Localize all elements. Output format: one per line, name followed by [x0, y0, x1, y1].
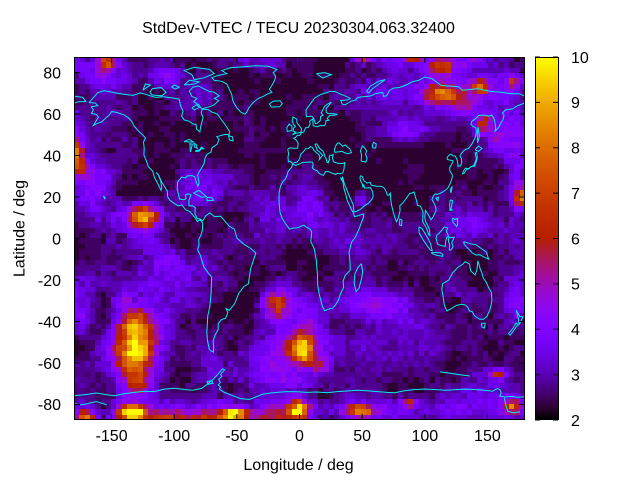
- svg-text:Longitude / deg: Longitude / deg: [243, 457, 353, 474]
- svg-text:80: 80: [43, 65, 61, 82]
- svg-text:Latitude / deg: Latitude / deg: [12, 180, 29, 277]
- svg-text:8: 8: [571, 141, 580, 158]
- svg-text:-80: -80: [38, 397, 61, 414]
- svg-text:10: 10: [571, 50, 589, 67]
- svg-text:60: 60: [43, 107, 61, 124]
- svg-text:100: 100: [411, 428, 438, 445]
- svg-text:-100: -100: [158, 428, 190, 445]
- svg-text:-40: -40: [38, 314, 61, 331]
- svg-text:-50: -50: [225, 428, 248, 445]
- svg-text:0: 0: [295, 428, 304, 445]
- svg-text:2: 2: [571, 413, 580, 430]
- svg-text:StdDev-VTEC / TECU 20230304.06: StdDev-VTEC / TECU 20230304.063.32400: [142, 20, 455, 37]
- svg-text:7: 7: [571, 186, 580, 203]
- svg-text:6: 6: [571, 231, 580, 248]
- svg-text:0: 0: [52, 231, 61, 248]
- svg-text:-60: -60: [38, 356, 61, 373]
- svg-text:-20: -20: [38, 273, 61, 290]
- svg-text:20: 20: [43, 190, 61, 207]
- svg-text:150: 150: [474, 428, 501, 445]
- svg-text:-150: -150: [96, 428, 128, 445]
- svg-text:4: 4: [571, 322, 580, 339]
- svg-text:9: 9: [571, 95, 580, 112]
- svg-text:5: 5: [571, 277, 580, 294]
- svg-text:40: 40: [43, 148, 61, 165]
- svg-text:3: 3: [571, 367, 580, 384]
- svg-text:50: 50: [353, 428, 371, 445]
